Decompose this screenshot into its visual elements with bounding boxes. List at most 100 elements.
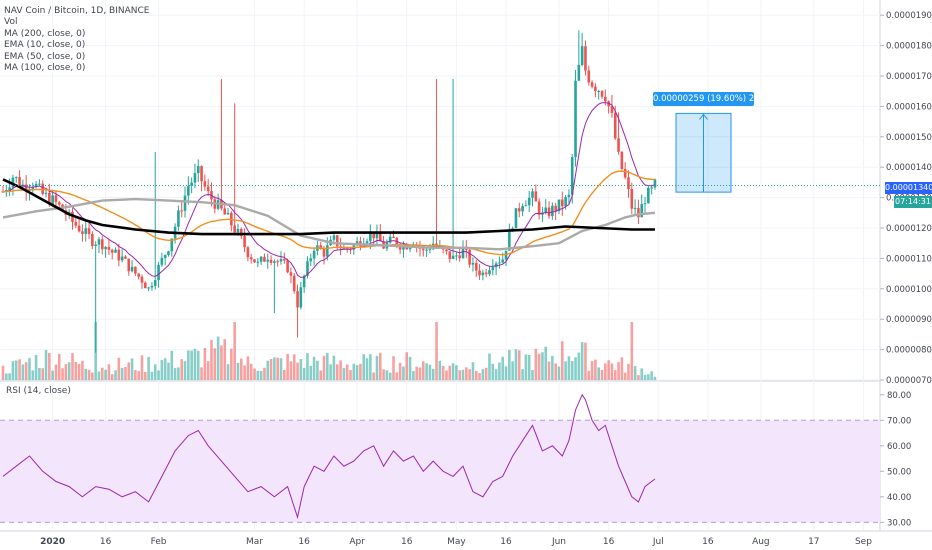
volume-bar xyxy=(170,350,174,380)
volume-bar xyxy=(243,365,246,380)
candle-body xyxy=(527,197,531,206)
volume-bar xyxy=(627,363,630,380)
volume-bar xyxy=(299,358,303,380)
volume-bar xyxy=(541,352,544,380)
candle-body xyxy=(256,261,260,263)
candle-body xyxy=(637,207,640,218)
volume-bar xyxy=(91,372,94,380)
candle-body xyxy=(193,173,197,183)
candle-body xyxy=(369,232,372,242)
candle-body xyxy=(31,186,35,189)
volume-bar xyxy=(335,364,339,380)
candle-body xyxy=(488,270,491,275)
candle-body xyxy=(594,86,597,92)
candle-body xyxy=(537,201,541,215)
volume-bar xyxy=(51,370,54,380)
volume-bar xyxy=(266,360,270,380)
volume-bar xyxy=(607,360,610,380)
candle-body xyxy=(124,256,127,259)
candle-body xyxy=(94,244,97,247)
candle-body xyxy=(170,238,174,252)
rsi-band xyxy=(0,420,880,523)
volume-bar xyxy=(425,363,428,380)
candle-body xyxy=(150,285,154,288)
volume-bar xyxy=(44,349,48,380)
candle-body xyxy=(577,64,581,81)
volume-bar xyxy=(230,348,233,380)
volume-bar xyxy=(524,354,528,380)
volume-bar xyxy=(140,355,144,380)
volume-bar xyxy=(332,355,336,380)
measure-tool-label[interactable]: 0.00000259 (19.60%) 259 xyxy=(653,92,766,106)
volume-bar xyxy=(253,368,256,380)
candle-body xyxy=(345,247,349,249)
volume-bar xyxy=(431,368,435,380)
volume-bar xyxy=(309,365,313,380)
candle-body xyxy=(620,151,624,169)
volume-bar xyxy=(11,361,15,380)
volume-bar xyxy=(468,369,471,380)
candle-body xyxy=(402,245,405,250)
volume-bar xyxy=(77,363,81,380)
volume-bar xyxy=(180,359,184,380)
candle-body xyxy=(448,251,452,259)
volume-bar xyxy=(216,336,220,380)
volume-bar xyxy=(8,373,11,380)
time-tick-label: May xyxy=(447,537,466,547)
candle-body xyxy=(378,231,382,242)
volume-bar xyxy=(249,363,253,380)
volume-bar xyxy=(570,360,574,380)
candle-body xyxy=(600,90,604,97)
candle-body xyxy=(478,270,481,276)
candle-body xyxy=(494,263,498,268)
candle-body xyxy=(44,192,48,194)
candle-body xyxy=(177,210,180,227)
candle-body xyxy=(114,249,117,253)
candle-body xyxy=(640,203,644,218)
volume-bar xyxy=(163,358,167,380)
candle-body xyxy=(551,205,554,217)
candle-body xyxy=(471,262,475,265)
ema10-line xyxy=(2,102,656,278)
candle-body xyxy=(57,202,61,205)
volume-bar xyxy=(236,362,240,380)
volume-bar xyxy=(382,369,385,380)
volume-bar xyxy=(21,364,25,380)
volume-bar xyxy=(574,357,577,380)
candle-body xyxy=(279,259,283,262)
candle-body xyxy=(335,235,339,247)
volume-bar xyxy=(246,356,250,380)
candle-body xyxy=(312,250,316,259)
volume-bar xyxy=(633,366,637,380)
bar-close-timer: 07:14:31 xyxy=(894,196,932,208)
volume-bar xyxy=(554,363,557,380)
volume-bar xyxy=(107,364,111,380)
volume-bar xyxy=(18,359,21,380)
candle-body xyxy=(283,259,286,261)
candle-body xyxy=(163,255,167,258)
volume-bar xyxy=(471,362,475,380)
volume-bar xyxy=(316,360,319,380)
candle-body xyxy=(322,248,326,257)
candle-body xyxy=(153,280,157,286)
volume-bar xyxy=(577,352,581,380)
candle-body xyxy=(617,138,620,152)
volume-bar xyxy=(448,365,452,380)
candle-body xyxy=(21,184,25,187)
volume-bar xyxy=(355,365,359,380)
volume-bar xyxy=(120,367,124,380)
volume-bar xyxy=(455,365,458,380)
candle-body xyxy=(445,249,448,252)
volume-bar xyxy=(41,368,45,380)
volume-bar xyxy=(508,350,511,380)
candle-body xyxy=(501,259,505,263)
volume-bar xyxy=(392,356,395,380)
volume-bar xyxy=(617,362,620,380)
volume-bar xyxy=(421,361,425,380)
rsi-tick-label: 30.00 xyxy=(887,518,911,528)
candle-body xyxy=(435,243,438,247)
candle-body xyxy=(104,246,107,250)
candle-body xyxy=(236,228,240,233)
